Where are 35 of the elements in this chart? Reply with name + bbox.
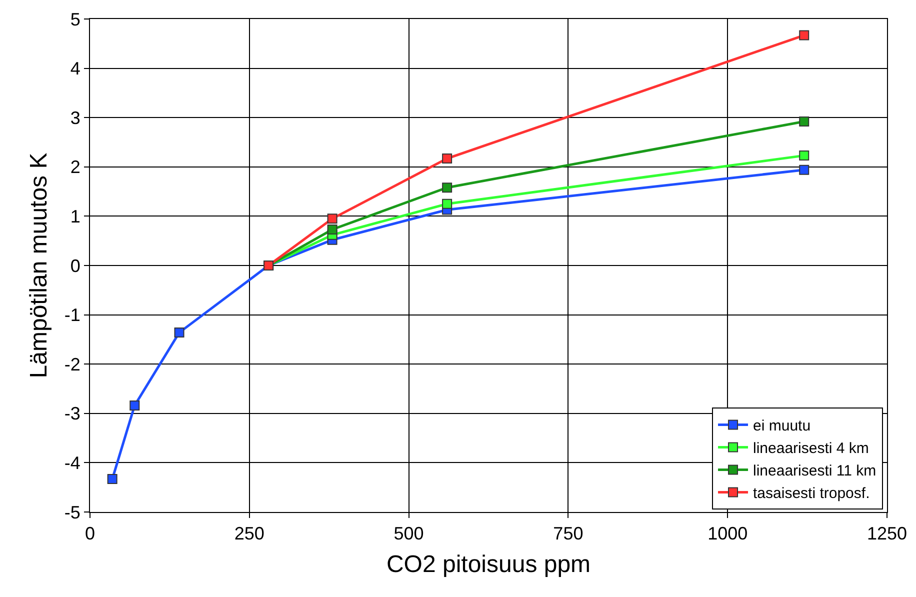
legend-label: lineaarisesti 11 km (753, 462, 876, 480)
point (799, 164, 810, 175)
y-tick-label: 0 (70, 256, 80, 276)
y-tick-label: -4 (64, 453, 80, 473)
x-tick-label: 1000 (708, 524, 748, 544)
point (799, 150, 810, 161)
y-tick-label: 1 (70, 206, 80, 226)
y-tick-label: 4 (70, 58, 80, 79)
y-tick-label: 2 (70, 157, 80, 178)
y-tick-label: -1 (64, 305, 80, 326)
x-tick-label: 500 (394, 524, 424, 544)
x-tick-label: 0 (84, 524, 96, 544)
x-tick-label: 750 (553, 524, 584, 544)
legend-label: ei muutu (753, 418, 811, 435)
point (327, 224, 338, 235)
point (442, 154, 452, 164)
point (799, 30, 810, 40)
y-tick-label: 5 (70, 9, 80, 30)
legend-label: lineaarisesti 4 km (753, 440, 869, 458)
x-axis-title: CO2 pitoisuus ppm (386, 550, 591, 578)
y-tick-label: 3 (70, 108, 80, 128)
point (327, 214, 338, 224)
y-axis-title: Lämpötilan muutos K (25, 152, 52, 378)
point (442, 198, 452, 209)
legend-label: tasaisesti troposf. (753, 485, 870, 502)
y-tick-label: -5 (64, 502, 80, 522)
point (799, 116, 810, 127)
point (442, 182, 452, 193)
point (107, 474, 118, 484)
x-tick-label: 250 (234, 524, 264, 544)
point (130, 400, 140, 411)
y-tick-label: -2 (64, 354, 80, 374)
x-tick-label: 1250 (866, 524, 908, 544)
point (174, 328, 184, 338)
y-tick-label: -3 (64, 404, 80, 424)
